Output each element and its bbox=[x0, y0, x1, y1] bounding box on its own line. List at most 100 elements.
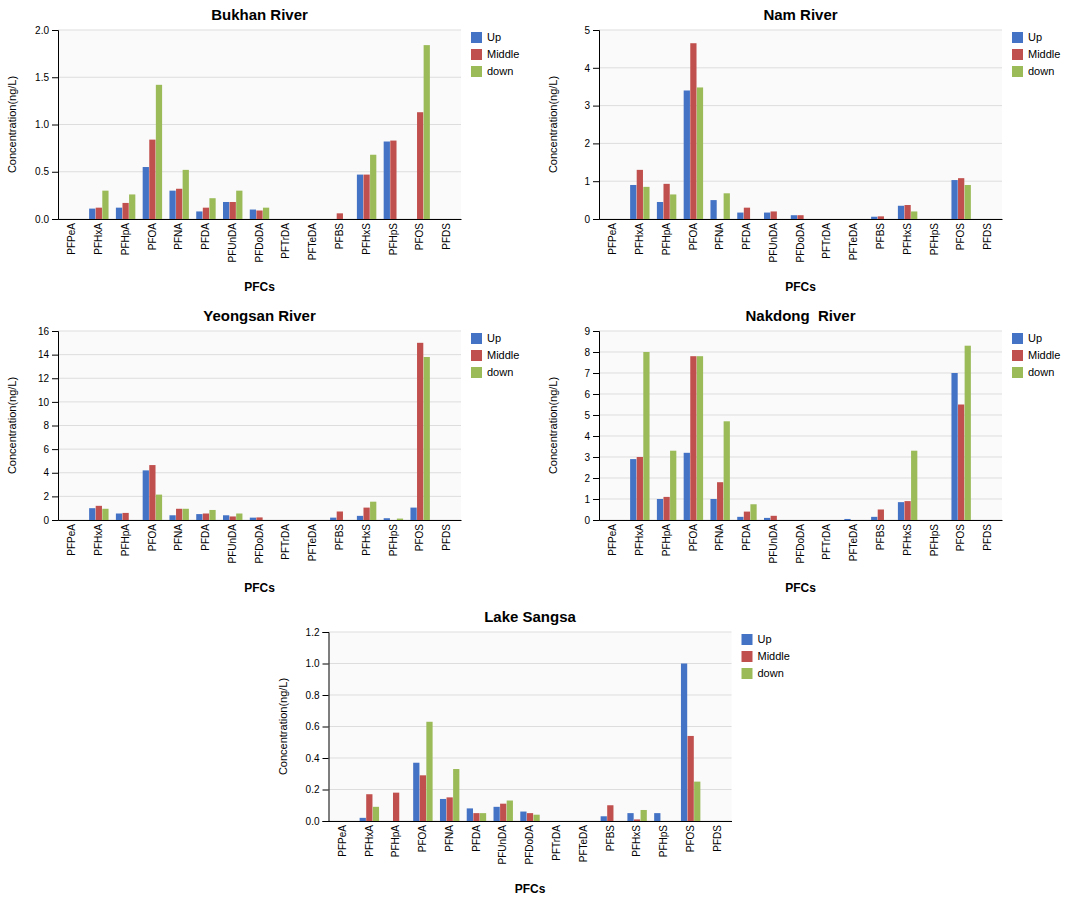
y-tick: 1.5 bbox=[35, 72, 58, 83]
bar bbox=[397, 519, 403, 520]
bar bbox=[310, 219, 316, 220]
x-tick: PFHxA bbox=[634, 524, 645, 556]
y-axis-title: Concentration(ng/L) bbox=[6, 377, 18, 474]
y-tick-label: 3 bbox=[584, 452, 590, 463]
y-tick-mark bbox=[593, 415, 599, 416]
bar bbox=[176, 189, 182, 219]
x-axis: PFPeAPFHxAPFHpAPFOAPFNAPFDAPFUnDAPFDoDAP… bbox=[600, 521, 1003, 564]
bar bbox=[437, 520, 443, 521]
bar bbox=[76, 219, 82, 220]
bar bbox=[370, 155, 376, 219]
bar bbox=[420, 775, 426, 821]
y-tick: 4 bbox=[584, 63, 599, 74]
x-tick: PFDoDA bbox=[254, 524, 265, 564]
x-tick-label: PFHxA bbox=[634, 524, 645, 556]
bar bbox=[818, 520, 824, 521]
bar bbox=[330, 219, 336, 220]
bar bbox=[737, 213, 743, 219]
x-tick-label: PFTrDA bbox=[821, 223, 832, 259]
bar bbox=[938, 520, 944, 521]
bar bbox=[230, 202, 236, 219]
x-axis-line bbox=[59, 219, 462, 220]
y-tick-mark bbox=[52, 30, 58, 31]
x-tick: PFOA bbox=[688, 524, 699, 552]
y-tick-label: 1.0 bbox=[35, 119, 49, 130]
y-tick-label: 4 bbox=[43, 467, 49, 478]
bar bbox=[721, 821, 727, 822]
x-tick: PFHxA bbox=[364, 825, 375, 857]
bar bbox=[256, 210, 262, 219]
x-axis-title: PFCs bbox=[244, 280, 275, 294]
x-tick: PFPeA bbox=[607, 524, 618, 556]
bar bbox=[444, 219, 450, 220]
x-tick: PFTeDA bbox=[848, 524, 859, 562]
bars bbox=[89, 343, 430, 520]
bar bbox=[898, 502, 904, 520]
x-tick: PFPeA bbox=[66, 223, 77, 255]
bar bbox=[931, 520, 937, 521]
x-tick: PFTeDA bbox=[307, 223, 318, 261]
grid-line bbox=[329, 632, 732, 633]
bar bbox=[958, 178, 964, 219]
bar bbox=[236, 514, 242, 520]
bar bbox=[777, 219, 783, 220]
bar bbox=[717, 219, 723, 220]
y-tick: 16 bbox=[38, 326, 58, 337]
bar bbox=[697, 87, 703, 219]
bar bbox=[176, 509, 182, 520]
bar bbox=[898, 206, 904, 219]
bar bbox=[614, 821, 620, 822]
bar bbox=[62, 520, 68, 521]
y-tick-label: 4 bbox=[584, 431, 590, 442]
y-tick: 0 bbox=[584, 214, 599, 225]
grid bbox=[599, 30, 1002, 219]
bars bbox=[89, 45, 430, 219]
x-tick: PFUnDA bbox=[497, 825, 508, 865]
bar bbox=[777, 520, 783, 521]
bar bbox=[337, 213, 343, 219]
bar bbox=[203, 514, 209, 520]
legend-item: Up bbox=[471, 31, 501, 43]
bar bbox=[339, 821, 345, 822]
bar bbox=[363, 175, 369, 219]
x-tick: PFHpA bbox=[120, 223, 131, 256]
x-tick-label: PFTeDA bbox=[307, 223, 318, 261]
x-tick-label: PFHxS bbox=[361, 524, 372, 556]
y-tick-mark bbox=[323, 664, 329, 665]
legend-swatch bbox=[1012, 350, 1023, 361]
x-tick-label: PFOA bbox=[417, 825, 428, 853]
legend-swatch bbox=[742, 668, 753, 679]
plot-background bbox=[599, 331, 1002, 520]
y-tick-label: 0 bbox=[43, 515, 49, 526]
y-tick: 8 bbox=[43, 420, 58, 431]
bar bbox=[844, 219, 850, 220]
legend-item: Middle bbox=[1012, 48, 1060, 60]
bar bbox=[417, 343, 423, 520]
y-axis-line bbox=[52, 332, 59, 521]
y-tick: 1 bbox=[584, 494, 599, 505]
x-tick-label: PFDoDA bbox=[795, 524, 806, 564]
bar bbox=[818, 219, 824, 220]
y-tick: 2 bbox=[43, 491, 58, 502]
x-tick-label: PFHpS bbox=[658, 825, 669, 858]
legend-label: Middle bbox=[487, 349, 519, 361]
bar bbox=[871, 217, 877, 219]
bar bbox=[360, 818, 366, 821]
x-tick: PFHxS bbox=[361, 524, 372, 556]
bar bbox=[303, 520, 309, 521]
y-tick: 4 bbox=[43, 467, 58, 478]
y-tick-mark bbox=[52, 473, 58, 474]
bar-series bbox=[643, 346, 971, 520]
y-tick-mark bbox=[52, 219, 58, 220]
x-tick-label: PFDA bbox=[200, 223, 211, 250]
bar bbox=[400, 821, 406, 822]
x-axis-title: PFCs bbox=[785, 280, 816, 294]
bar-series bbox=[637, 43, 965, 219]
y-tick-mark bbox=[593, 106, 599, 107]
x-tick: PFDA bbox=[741, 524, 752, 551]
y-axis-line bbox=[52, 31, 59, 220]
y-tick-mark bbox=[52, 77, 58, 78]
bar bbox=[156, 85, 162, 219]
plot-background bbox=[329, 632, 732, 821]
bar bbox=[357, 516, 363, 520]
